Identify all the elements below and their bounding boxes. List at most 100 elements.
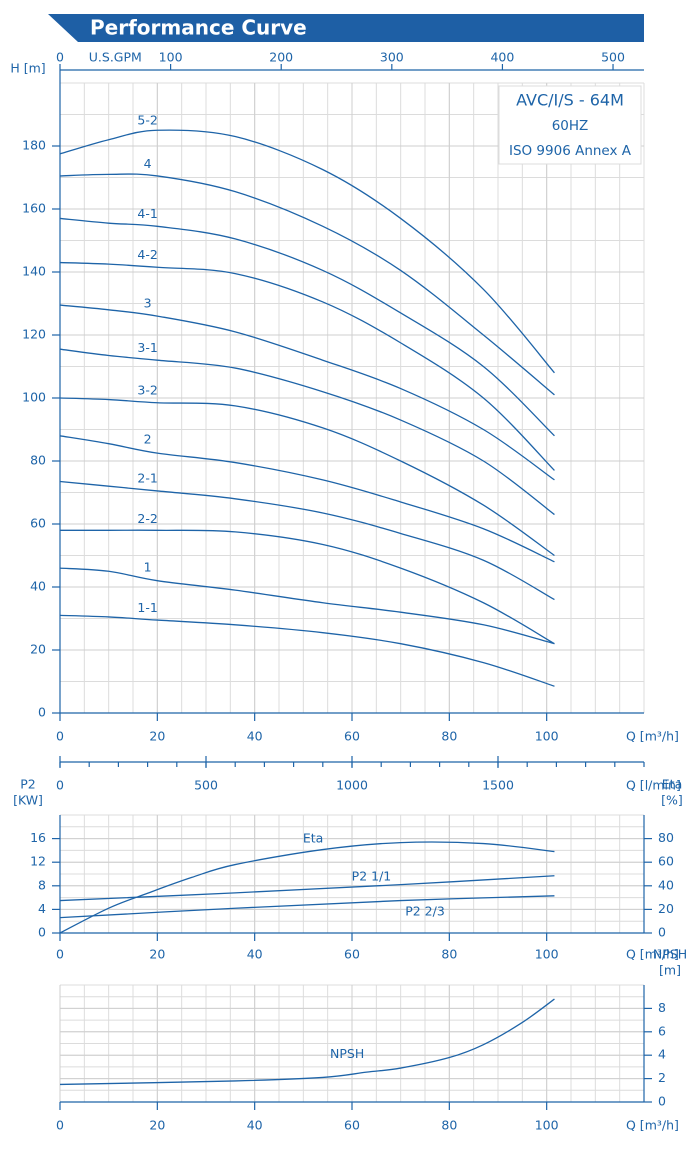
y2-tick-label: 40 bbox=[658, 877, 674, 892]
y-tick-label: 0 bbox=[38, 925, 46, 940]
y2-axis-label: [%] bbox=[661, 793, 683, 808]
y2-tick-label: 80 bbox=[658, 830, 674, 845]
x-axis-label: Q [m³/h] bbox=[626, 1118, 679, 1133]
y-tick-label: 120 bbox=[22, 327, 46, 342]
curve bbox=[59, 348, 555, 516]
y-axis-label: P2 bbox=[20, 777, 36, 792]
x-tick-label: 1500 bbox=[482, 778, 514, 793]
y-tick-label: 6 bbox=[658, 1023, 666, 1038]
series-label: P2 1/1 bbox=[352, 869, 392, 884]
x-tick-label: 0 bbox=[56, 947, 64, 962]
annotation-box bbox=[498, 85, 642, 165]
y-tick-label: 8 bbox=[38, 877, 46, 892]
y2-tick-label: 0 bbox=[658, 925, 666, 940]
curve bbox=[60, 529, 555, 645]
series-label: NPSH bbox=[330, 1046, 364, 1061]
x-tick-label: 100 bbox=[535, 729, 559, 744]
y-tick-label: 60 bbox=[30, 516, 46, 531]
x-tick-label: 60 bbox=[344, 729, 360, 744]
y-tick-label: 140 bbox=[22, 264, 46, 279]
x-tick-label: 60 bbox=[344, 1118, 360, 1133]
y-axis-label: [KW] bbox=[13, 793, 43, 808]
curve bbox=[59, 895, 555, 919]
x-tick-label: 40 bbox=[247, 1118, 263, 1133]
y-tick-label: 4 bbox=[658, 1047, 666, 1062]
y-tick-label: 4 bbox=[38, 901, 46, 916]
x-tick-label: 80 bbox=[441, 729, 457, 744]
x-axis-label: Q [m³/h] bbox=[626, 947, 679, 962]
y-tick-label: 40 bbox=[30, 579, 46, 594]
series-label: 2-2 bbox=[137, 511, 157, 526]
x-tick-label: 1000 bbox=[336, 778, 368, 793]
x2-tick-label: 100 bbox=[159, 50, 183, 65]
y-tick-label: 80 bbox=[30, 453, 46, 468]
y-tick-label: 160 bbox=[22, 201, 46, 216]
curve bbox=[59, 567, 555, 645]
y2-tick-label: 60 bbox=[658, 854, 674, 869]
annotation: AVC/I/S - 64M bbox=[516, 91, 624, 110]
x2-tick-label: 0 bbox=[56, 50, 64, 65]
curve bbox=[59, 173, 555, 396]
series-label: 3-2 bbox=[137, 383, 157, 398]
y-axis-label: H [m] bbox=[10, 61, 45, 76]
x2-tick-label: 400 bbox=[490, 50, 514, 65]
x-tick-label: 0 bbox=[56, 778, 64, 793]
y-tick-label: 8 bbox=[658, 1000, 666, 1015]
series-label: 4-2 bbox=[137, 247, 157, 262]
y-tick-label: 16 bbox=[30, 830, 46, 845]
series-label: 1 bbox=[144, 559, 152, 574]
x-tick-label: 20 bbox=[149, 729, 165, 744]
curve bbox=[59, 129, 555, 374]
y-tick-label: 100 bbox=[22, 390, 46, 405]
x-tick-label: 20 bbox=[149, 947, 165, 962]
annotation: ISO 9906 Annex A bbox=[509, 143, 632, 159]
series-label: 5-2 bbox=[137, 113, 157, 128]
x-tick-label: 0 bbox=[56, 1118, 64, 1133]
y2-tick-label: 20 bbox=[658, 901, 674, 916]
x2-tick-label: 500 bbox=[601, 50, 625, 65]
curve bbox=[59, 614, 555, 687]
x-tick-label: 100 bbox=[535, 947, 559, 962]
y2-axis-label: Eta bbox=[662, 777, 682, 792]
series-label: 3 bbox=[144, 295, 152, 310]
curve bbox=[59, 397, 555, 557]
series-label: 2-1 bbox=[137, 470, 157, 485]
y-tick-label: 0 bbox=[38, 705, 46, 720]
page-title: Performance Curve bbox=[90, 16, 307, 40]
curve bbox=[59, 841, 555, 934]
x-tick-label: 500 bbox=[194, 778, 218, 793]
y-tick-label: 20 bbox=[30, 642, 46, 657]
x2-tick-label: 200 bbox=[269, 50, 293, 65]
x-tick-label: 40 bbox=[247, 729, 263, 744]
series-label: P2 2/3 bbox=[405, 903, 445, 918]
x-tick-label: 40 bbox=[247, 947, 263, 962]
x-axis-label: Q [m³/h] bbox=[626, 729, 679, 744]
x-tick-label: 60 bbox=[344, 947, 360, 962]
curve bbox=[59, 435, 555, 563]
title-banner bbox=[48, 14, 644, 42]
x-tick-label: 20 bbox=[149, 1118, 165, 1133]
x-axis-label: Q [l/min] bbox=[626, 778, 681, 793]
curve bbox=[59, 875, 555, 902]
x-tick-label: 100 bbox=[535, 1118, 559, 1133]
curve bbox=[59, 998, 555, 1086]
annotation: 60HZ bbox=[552, 118, 589, 134]
curve bbox=[59, 217, 555, 437]
y-tick-label: 12 bbox=[30, 854, 46, 869]
series-label: 1-1 bbox=[137, 600, 157, 615]
y-tick-label: 2 bbox=[658, 1070, 666, 1085]
series-label: Eta bbox=[303, 831, 323, 846]
series-label: 4 bbox=[144, 156, 152, 171]
series-label: 2 bbox=[144, 432, 152, 447]
series-label: 4-1 bbox=[137, 206, 157, 221]
x2-axis-label: U.S.GPM bbox=[89, 50, 142, 65]
curve bbox=[59, 480, 555, 601]
y-axis-label: NPSH bbox=[653, 947, 687, 962]
x-tick-label: 80 bbox=[441, 1118, 457, 1133]
y-axis-label: [m] bbox=[659, 963, 681, 978]
series-label: 3-1 bbox=[137, 340, 157, 355]
curve bbox=[59, 261, 555, 471]
x-tick-label: 80 bbox=[441, 947, 457, 962]
x2-tick-label: 300 bbox=[380, 50, 404, 65]
